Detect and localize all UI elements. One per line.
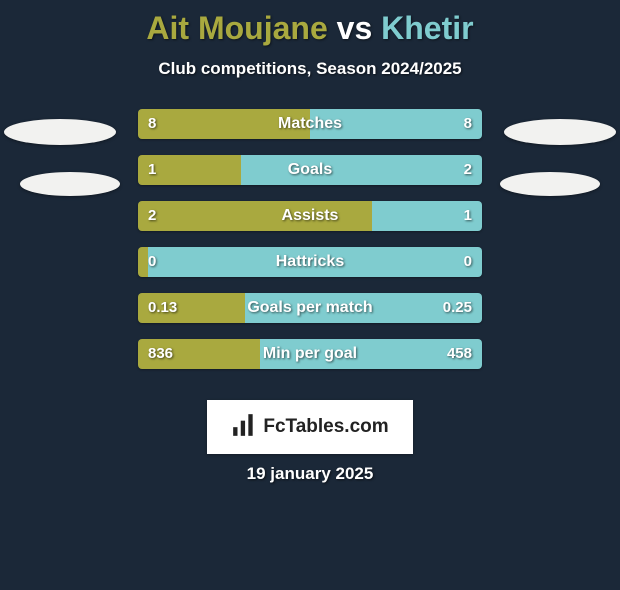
player2-name: Khetir <box>381 10 473 46</box>
brand-text: FcTables.com <box>263 416 388 438</box>
bar-row: Assists21 <box>138 201 482 231</box>
bar-left-fill <box>138 293 245 323</box>
player2-club-placeholder <box>500 172 600 196</box>
bar-row: Matches88 <box>138 109 482 139</box>
bar-row: Min per goal836458 <box>138 339 482 369</box>
bar-right-fill <box>260 339 482 369</box>
bar-row: Goals12 <box>138 155 482 185</box>
player2-photo-placeholder <box>504 119 616 145</box>
bar-right-fill <box>148 247 482 277</box>
bar-left-fill <box>138 155 241 185</box>
bar-right-fill <box>241 155 482 185</box>
player1-photo-placeholder <box>4 119 116 145</box>
brand-box: FcTables.com <box>207 400 413 454</box>
brand-bars-icon <box>231 412 257 443</box>
bar-row: Hattricks00 <box>138 247 482 277</box>
bars-container: Matches88 Goals12 Assists21 Hattricks00 Goal… <box>138 109 482 385</box>
bar-left-fill <box>138 247 148 277</box>
vs-text: vs <box>337 10 373 46</box>
bar-right-fill <box>372 201 482 231</box>
subtitle: Club competitions, Season 2024/2025 <box>0 59 620 79</box>
bar-left-fill <box>138 339 260 369</box>
comparison-title: Ait Moujane vs Khetir <box>0 10 620 47</box>
date-text: 19 january 2025 <box>0 464 620 484</box>
player1-name: Ait Moujane <box>146 10 327 46</box>
bar-left-fill <box>138 109 310 139</box>
bar-row: Goals per match0.130.25 <box>138 293 482 323</box>
bar-right-fill <box>310 109 482 139</box>
bar-right-fill <box>245 293 482 323</box>
bar-left-fill <box>138 201 372 231</box>
player1-club-placeholder <box>20 172 120 196</box>
